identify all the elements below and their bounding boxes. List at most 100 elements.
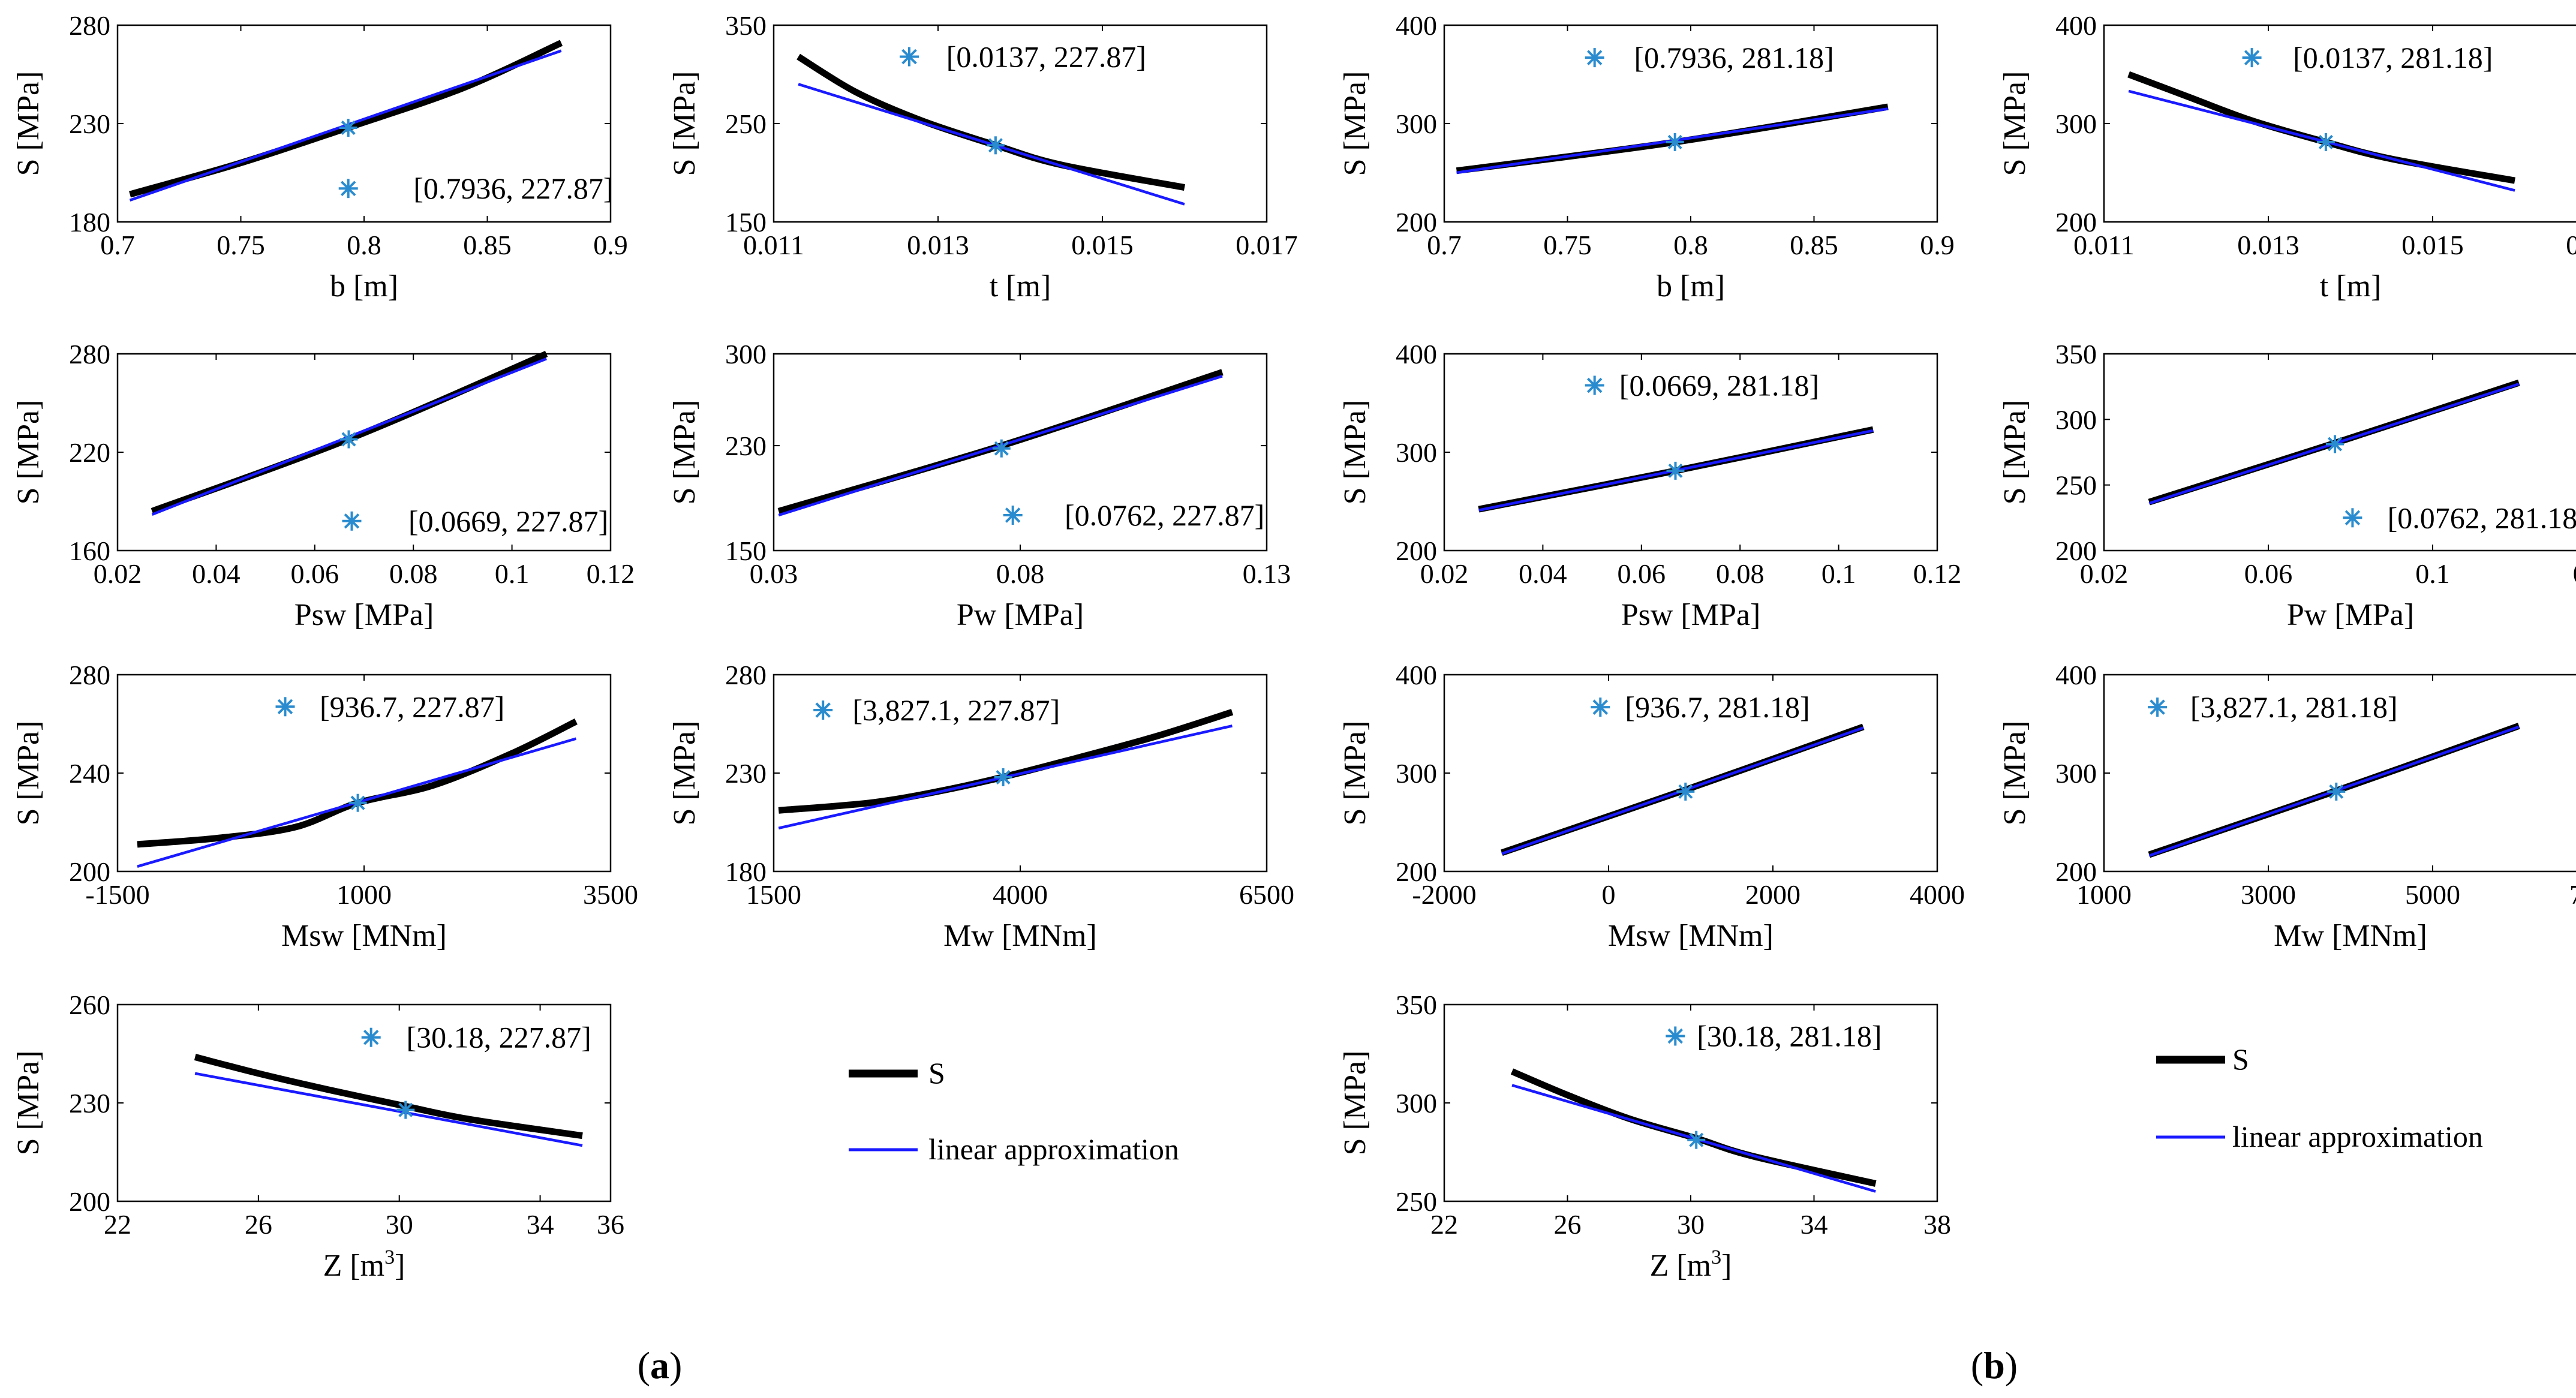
annotation-text: [0.7936, 281.18] (1634, 41, 1833, 74)
y-tick-label: 280 (69, 660, 110, 690)
y-tick-label: 300 (2055, 758, 2097, 789)
y-axis-label: S [MPa] (11, 400, 46, 505)
x-tick-label: 0.011 (2073, 230, 2135, 260)
y-tick-label: 250 (1396, 1186, 1437, 1217)
x-tick-label: 34 (527, 1209, 554, 1240)
x-tick-label: 4000 (1910, 879, 1965, 910)
annotation-marker-stroke (2244, 50, 2260, 65)
x-tick-label: 22 (1430, 1209, 1458, 1240)
legend-a-linear-label: linear approximation (928, 1132, 1179, 1166)
data-point-marker-stroke (1678, 784, 1693, 799)
annotation-marker-stroke (363, 1029, 379, 1045)
y-tick-label: 230 (725, 758, 767, 789)
x-tick-label: 0.1 (2415, 558, 2450, 589)
x-tick-label: 0.12 (587, 558, 635, 589)
y-axis-label: S [MPa] (1338, 71, 1372, 176)
x-tick-label: 0.013 (907, 230, 969, 260)
annotation-text: [30.18, 227.87] (406, 1021, 591, 1054)
data-point-marker (2316, 133, 2335, 151)
x-tick-label: 0.017 (2566, 230, 2576, 260)
x-tick-label: 0.02 (2080, 558, 2129, 589)
data-point-marker (2327, 782, 2346, 801)
annotation-text: [0.7936, 227.87] (413, 172, 613, 205)
annotation-text: [0.0669, 281.18] (1619, 368, 1819, 402)
plot-frame (2103, 353, 2576, 552)
chart-a2: 0.011 0.013 0.015 0.017 150 250 350 t [m] S [MPa… (668, 10, 1298, 303)
data-point-marker-stroke (1689, 1132, 1704, 1147)
x-tick-label: 0.1 (1821, 558, 1856, 589)
legend-a-s-label: S (928, 1056, 945, 1090)
y-tick-label: 230 (725, 431, 767, 461)
x-tick-label: 0.03 (750, 558, 798, 589)
y-tick-label: 400 (1396, 10, 1437, 41)
annotation-marker-stroke (1667, 1028, 1684, 1044)
x-axis-label: Mw [MNm] (943, 919, 1097, 953)
x-tick-label: 4000 (993, 879, 1048, 910)
x-tick-label: 1000 (336, 879, 392, 910)
legend-b-linear-label: linear approximation (2232, 1120, 2483, 1153)
annotation-marker-stroke (1005, 507, 1021, 523)
chart-b3: 0.02 0.04 0.06 0.08 0.1 0.12 200 300 400 Psw [MPa… (1338, 339, 1961, 632)
data-point-marker (992, 439, 1011, 458)
y-tick-label: 250 (2055, 470, 2097, 501)
x-tick-label: 0.75 (1543, 230, 1592, 260)
data-point-marker-stroke (341, 120, 356, 136)
y-axis-label: S [MPa] (668, 71, 702, 176)
annotation-marker (2242, 48, 2262, 68)
y-tick-label: 300 (1396, 1088, 1437, 1119)
x-tick-label: 0.015 (1071, 230, 1134, 260)
data-point-marker (339, 430, 358, 449)
series-s-line (1510, 1068, 1877, 1187)
x-tick-label: 0.14 (2573, 558, 2576, 589)
y-tick-label: 200 (1396, 856, 1437, 887)
x-tick-label: 0.7 (100, 230, 135, 260)
x-tick-label: 30 (1677, 1209, 1705, 1240)
y-axis-label: S [MPa] (668, 400, 702, 505)
annotation-text: [30.18, 281.18] (1697, 1019, 1881, 1053)
chart-a5: -1500 1000 3500 200 240 280 Msw [MNm] S [MPa] [9… (11, 660, 638, 953)
annotation-text: [936.7, 281.18] (1625, 690, 1809, 724)
x-axis-label: Pw [MPa] (2287, 598, 2414, 632)
x-axis-label-end: ] (1721, 1249, 1732, 1283)
chart-b2: 0.011 0.013 0.015 0.017 200 300 400 t [m] S [MPa… (1998, 10, 2576, 303)
data-point-marker (1687, 1131, 1706, 1149)
annotation-text: [0.0669, 227.87] (408, 504, 608, 538)
x-tick-label: 26 (1554, 1209, 1582, 1240)
y-tick-label: 400 (2055, 660, 2097, 690)
annotation-marker-stroke (1586, 50, 1603, 65)
y-tick-label: 200 (1396, 207, 1437, 237)
y-tick-label: 300 (725, 339, 767, 369)
y-tick-label: 200 (69, 856, 110, 887)
y-tick-label: 350 (1396, 990, 1437, 1020)
data-point-marker (2326, 435, 2344, 453)
y-axis-label: S [MPa] (668, 721, 702, 826)
panel-label-a-letter: a (650, 1344, 669, 1387)
x-tick-label: 5000 (2405, 879, 2460, 910)
x-tick-label: 0.1 (495, 558, 530, 589)
annotation-marker-stroke (344, 513, 360, 529)
annotation-marker (1585, 375, 1604, 395)
x-tick-label: 0.017 (1236, 230, 1298, 260)
legend-b-s-label: S (2232, 1042, 2249, 1076)
annotation-text: [3,827.1, 281.18] (2190, 690, 2398, 724)
x-axis-label: Z [m3] (323, 1246, 405, 1283)
x-tick-label: 0.9 (593, 230, 628, 260)
x-tick-label: 0.85 (1790, 230, 1838, 260)
y-axis-label: S [MPa] (11, 1051, 46, 1156)
annotation-marker-stroke (277, 699, 293, 715)
annotation-marker-stroke (2344, 510, 2361, 526)
x-axis-label: Mw [MNm] (2274, 919, 2427, 953)
x-axis-label: Z [m3] (1650, 1246, 1732, 1283)
annotation-text: [0.0762, 281.18] (2388, 501, 2576, 534)
chart-a7: 22 26 30 34 36 200 230 260 Z [m3] S [MPa] [30.18, … (11, 990, 624, 1283)
legend-b: S linear approximation (2156, 1042, 2483, 1153)
x-tick-label: 0.85 (463, 230, 512, 260)
x-tick-label: 0.12 (1913, 558, 1962, 589)
y-tick-label: 400 (1396, 339, 1437, 369)
x-tick-label: 0.13 (1243, 558, 1291, 589)
chart-b1: 0.7 0.75 0.8 0.85 0.9 200 300 400 b [m] S [MPa] [0… (1338, 10, 1955, 303)
x-tick-label: 6500 (1239, 879, 1294, 910)
data-point-marker (396, 1101, 415, 1119)
data-point-marker-stroke (1667, 134, 1682, 149)
